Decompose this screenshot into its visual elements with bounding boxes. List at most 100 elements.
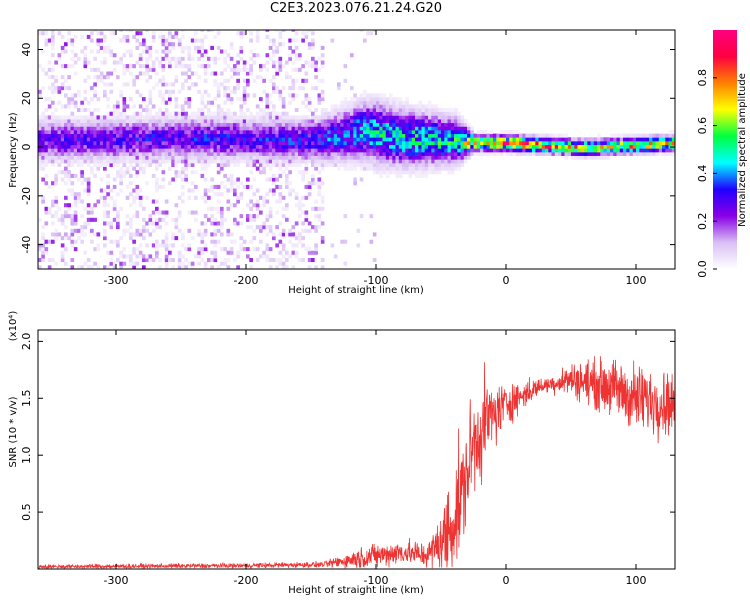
heatmap-cell <box>187 97 192 102</box>
heatmap-cell <box>207 126 211 131</box>
heatmap-cell <box>112 31 117 36</box>
heatmap-cell <box>333 144 338 149</box>
heatmap-cell <box>171 119 175 124</box>
heatmap-cell <box>255 148 260 153</box>
heatmap-cell <box>142 141 146 146</box>
heatmap-cell <box>324 162 328 167</box>
heatmap-cell <box>151 104 156 109</box>
heatmap-cell <box>444 111 448 116</box>
heatmap-cell <box>132 265 136 269</box>
heatmap-cell <box>161 217 166 222</box>
heatmap-cell <box>668 130 673 135</box>
heatmap-cell <box>99 137 104 142</box>
heatmap-cell <box>161 67 166 72</box>
heatmap-cell <box>639 151 643 156</box>
heatmap-cell <box>203 247 208 252</box>
heatmap-cell <box>138 130 143 135</box>
heatmap-cell <box>288 115 292 120</box>
heatmap-cell <box>145 159 149 164</box>
heatmap-cell <box>155 243 159 248</box>
heatmap-cell <box>99 151 104 156</box>
heatmap-cell <box>177 133 182 138</box>
heatmap-cell <box>190 170 195 175</box>
heatmap-cell <box>584 141 588 146</box>
heatmap-cell <box>226 133 231 138</box>
heatmap-cell <box>44 133 49 138</box>
heatmap-cell <box>246 133 250 138</box>
heatmap-cell <box>194 184 198 189</box>
heatmap-cell <box>73 195 78 200</box>
heatmap-cell <box>220 115 224 120</box>
heatmap-cell <box>64 133 68 138</box>
heatmap-cell <box>376 151 380 156</box>
heatmap-cell <box>343 97 348 102</box>
heatmap-cell <box>317 192 322 197</box>
heatmap-cell <box>350 141 354 146</box>
heatmap-cell <box>385 173 390 178</box>
heatmap-cell <box>200 141 205 146</box>
heatmap-cell <box>330 144 335 149</box>
heatmap-cell <box>337 141 341 146</box>
heatmap-cell <box>119 111 123 116</box>
heatmap-cell <box>389 141 393 146</box>
heatmap-cell <box>155 137 159 142</box>
heatmap-cell <box>272 192 276 197</box>
heatmap-cell <box>324 111 328 116</box>
heatmap-cell <box>522 144 526 149</box>
heatmap-cell <box>145 30 149 32</box>
heatmap-cell <box>372 130 377 135</box>
heatmap-cell <box>307 137 312 142</box>
heatmap-cell <box>415 108 419 113</box>
heatmap-cell <box>236 184 240 189</box>
heatmap-cell <box>125 184 130 189</box>
heatmap-cell <box>668 133 673 138</box>
heatmap-cell <box>132 188 136 193</box>
heatmap-cell <box>285 119 289 124</box>
heatmap-cell <box>385 151 390 156</box>
heatmap-cell <box>291 144 296 149</box>
heatmap-cell <box>187 67 192 72</box>
heatmap-cell <box>99 195 104 200</box>
heatmap-cell <box>616 141 621 146</box>
heatmap-cell <box>333 148 338 153</box>
heatmap-cell <box>545 144 549 149</box>
heatmap-cell <box>398 97 403 102</box>
heatmap-cell <box>112 162 117 167</box>
heatmap-cell <box>80 232 84 237</box>
heatmap-cell <box>41 31 45 36</box>
heatmap-cell <box>467 151 471 156</box>
heatmap-cell <box>177 170 182 175</box>
heatmap-cell <box>298 122 302 127</box>
heatmap-cell <box>148 122 153 127</box>
heatmap-cell <box>220 217 224 222</box>
heatmap-cell <box>122 162 127 167</box>
heatmap-cell <box>54 75 58 80</box>
heatmap-cell <box>525 137 530 142</box>
heatmap-cell <box>548 144 552 149</box>
heatmap-cell <box>142 38 146 43</box>
heatmap-cell <box>44 247 49 252</box>
heatmap-cell <box>249 162 253 167</box>
heatmap-cell <box>184 144 188 149</box>
heatmap-cell <box>220 247 224 252</box>
heatmap-cell <box>356 148 361 153</box>
heatmap-cell <box>294 141 299 146</box>
heatmap-cell <box>382 162 387 167</box>
heatmap-cell <box>346 166 351 171</box>
heatmap-cell <box>418 122 422 127</box>
heatmap-cell <box>77 115 81 120</box>
heatmap-cell <box>457 126 461 131</box>
heatmap-cell <box>272 232 276 237</box>
heatmap-cell <box>411 122 416 127</box>
heatmap-cell <box>671 137 675 142</box>
heatmap-cell <box>418 100 422 105</box>
heatmap-cell <box>168 141 172 146</box>
heatmap-cell <box>512 130 517 135</box>
heatmap-cell <box>330 130 335 135</box>
heatmap-cell <box>60 250 65 255</box>
heatmap-cell <box>229 130 234 135</box>
heatmap-cell <box>298 232 302 237</box>
heatmap-cell <box>142 71 146 76</box>
heatmap-cell <box>363 119 367 124</box>
heatmap-cell <box>421 148 426 153</box>
